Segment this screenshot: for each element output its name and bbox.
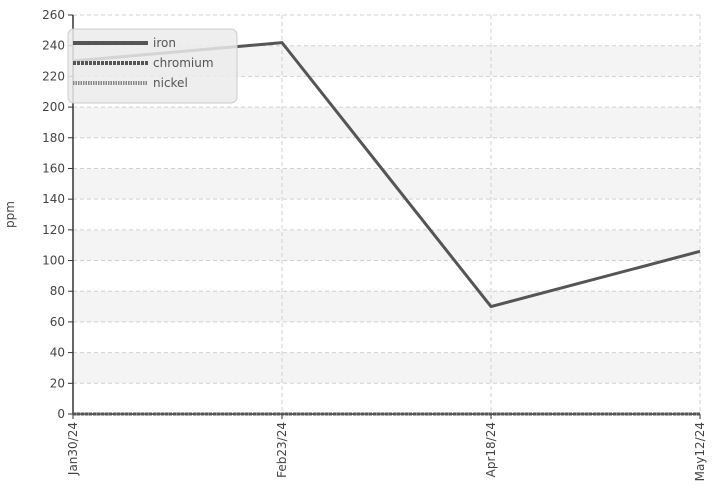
y-axis-label: ppm [3,201,17,228]
y-tick-label: 160 [42,161,65,175]
plot-band [73,291,700,322]
plot-band [73,107,700,138]
y-tick-labels: 0 20 40 60 80 100 120 140 160 180 200 220 240 260 [42,8,73,421]
y-tick-label: 260 [42,8,65,22]
x-tick-label: Jan30/24 [66,422,80,476]
y-tick-label: 240 [42,39,65,53]
y-tick-label: 120 [42,223,65,237]
legend-box [67,28,238,104]
y-tick-label: 60 [50,315,65,329]
y-tick-label: 40 [50,346,65,360]
x-tick-labels: Jan30/24 Feb23/24 Apr18/24 May12/24 [66,414,707,481]
x-tick-label: Feb23/24 [275,422,289,478]
legend-label-nickel[interactable]: nickel [153,76,188,90]
legend-label-chromium[interactable]: chromium [153,56,214,70]
y-tick-label: 80 [50,284,65,298]
legend-label-iron[interactable]: iron [153,36,176,50]
legend[interactable]: iron chromium nickel [67,28,238,104]
y-tick-label: 0 [57,407,65,421]
y-tick-label: 200 [42,100,65,114]
y-tick-label: 140 [42,192,65,206]
y-tick-label: 100 [42,254,65,268]
x-tick-label: May12/24 [693,422,707,481]
x-tick-label: Apr18/24 [484,422,498,477]
y-tick-label: 20 [50,376,65,390]
y-tick-label: 180 [42,131,65,145]
y-tick-label: 220 [42,69,65,83]
plot-band [73,229,700,261]
plot-band [73,352,700,384]
